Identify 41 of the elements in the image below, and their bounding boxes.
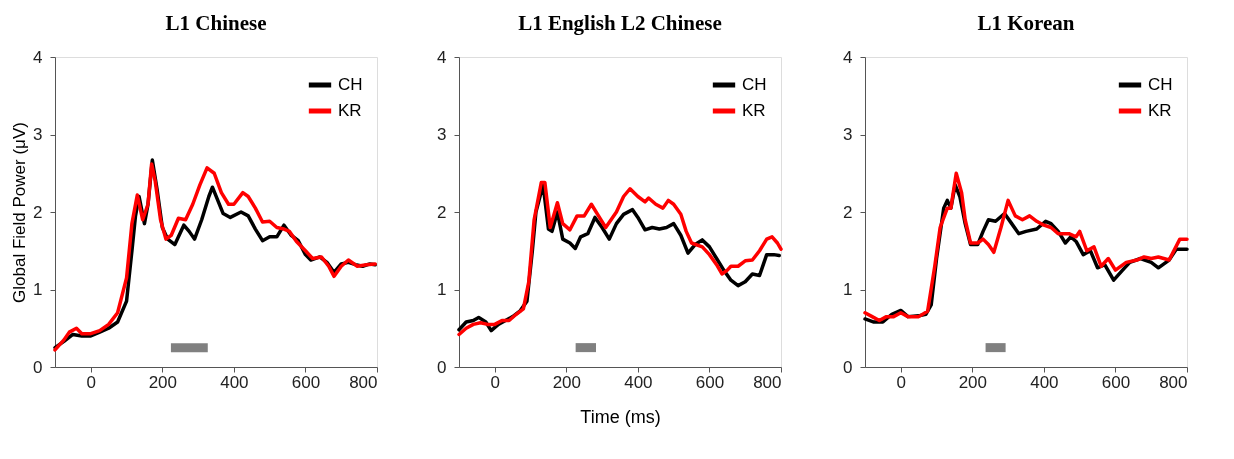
chart-title: L1 Chinese <box>165 11 267 35</box>
legend-label: KR <box>338 101 362 120</box>
y-axis-title: Global Field Power (μV) <box>10 122 30 303</box>
y-tick-label: 0 <box>33 357 43 377</box>
legend-label: KR <box>742 101 766 120</box>
y-tick-label: 2 <box>437 202 447 222</box>
y-tick-label: 2 <box>843 202 853 222</box>
y-tick-label: 0 <box>843 357 853 377</box>
x-tick-label: 0 <box>86 372 97 392</box>
y-tick-label: 4 <box>437 47 447 67</box>
legend-label: CH <box>742 75 767 94</box>
chart-title: L1 Korean <box>977 11 1075 35</box>
y-tick-label: 1 <box>437 280 447 299</box>
y-tick-label: 1 <box>33 280 43 299</box>
y-tick-label: 4 <box>33 47 43 67</box>
y-tick-label: 4 <box>843 47 853 67</box>
x-tick-label: 600 <box>695 372 725 392</box>
x-tick-label: 600 <box>1101 372 1131 392</box>
x-tick-label: 200 <box>148 372 178 392</box>
x-tick-label: 600 <box>291 372 321 392</box>
x-tick-label: 800 <box>1159 372 1188 392</box>
y-tick-label: 0 <box>437 357 447 377</box>
legend-label: CH <box>1148 75 1173 94</box>
y-tick-label: 3 <box>437 125 447 144</box>
x-tick-label: 400 <box>624 372 653 392</box>
legend-label: CH <box>338 75 363 94</box>
x-tick-label: 400 <box>220 372 249 392</box>
x-tick-label: 200 <box>552 372 582 392</box>
x-tick-label: 0 <box>896 372 907 392</box>
x-axis-title: Time (ms) <box>580 406 661 427</box>
y-tick-label: 1 <box>843 280 853 299</box>
y-tick-label: 3 <box>33 125 43 144</box>
y-tick-label: 3 <box>843 125 853 144</box>
x-tick-label: 800 <box>753 372 782 392</box>
chart-title: L1 English L2 Chinese <box>518 11 722 35</box>
x-tick-label: 800 <box>349 372 378 392</box>
x-tick-label: 0 <box>490 372 501 392</box>
legend-label: KR <box>1148 101 1172 120</box>
x-tick-label: 400 <box>1030 372 1059 392</box>
y-tick-label: 2 <box>33 202 43 222</box>
x-tick-label: 200 <box>958 372 988 392</box>
